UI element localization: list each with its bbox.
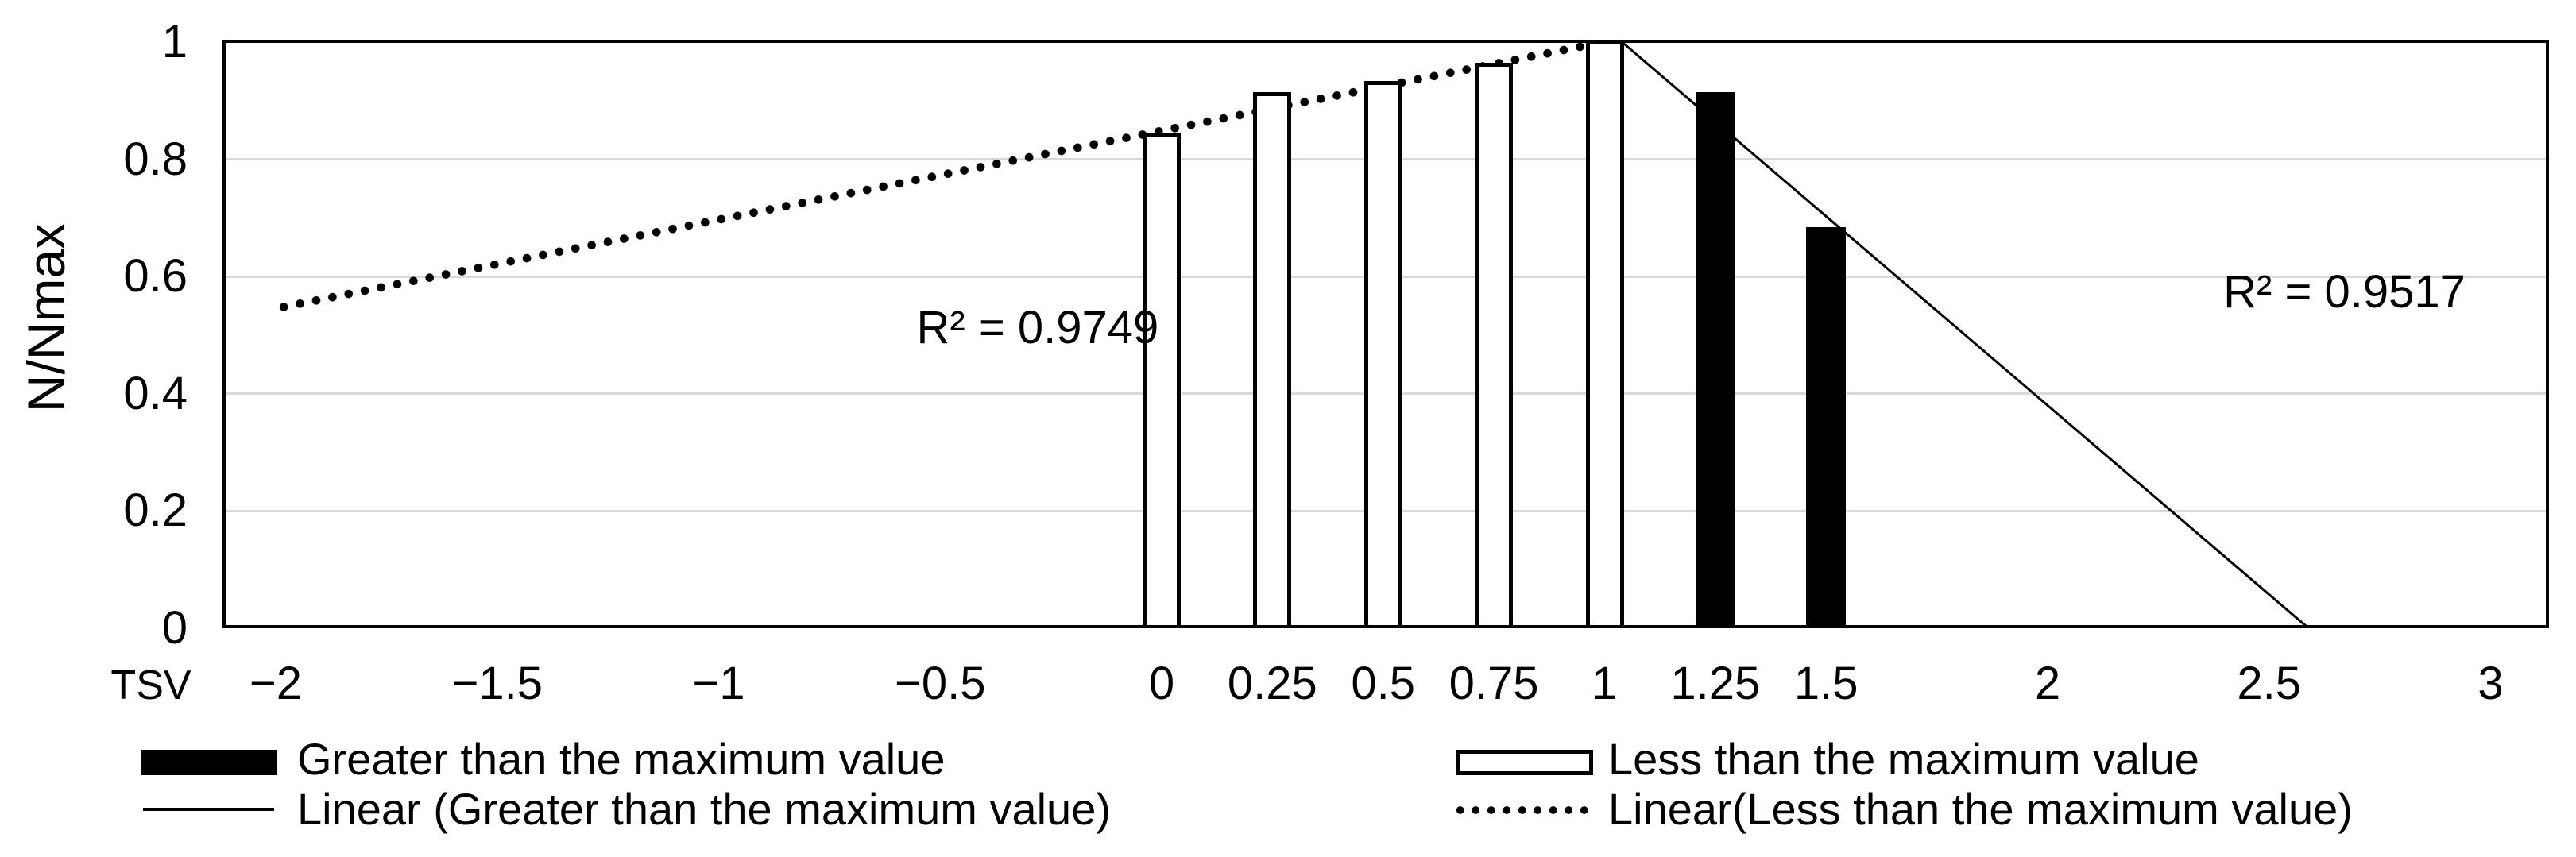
x-tick-label-−0.5: −0.5 <box>895 658 986 709</box>
y-axis-title: N/Nmax <box>17 222 75 413</box>
y-tick-label-0.2: 0.2 <box>123 484 188 537</box>
bar-less-than-0 <box>1143 133 1181 625</box>
x-tick-label-−2: −2 <box>249 658 303 709</box>
x-tick-label-−1: −1 <box>692 658 745 709</box>
y-tick-label-0.8: 0.8 <box>123 133 188 185</box>
plot-area: R² = 0.9749 R² = 0.9517 <box>222 40 2549 628</box>
y-tick-label-0.4: 0.4 <box>123 367 188 419</box>
x-tick-label-3: 3 <box>2477 658 2504 709</box>
legend-label-linear-less-than: Linear(Less than the maximum value) <box>1608 784 2353 834</box>
x-tick-label-2: 2 <box>2034 658 2061 709</box>
bar-less-than-0.5 <box>1363 81 1402 625</box>
trendline-linear-less-than <box>274 43 1606 314</box>
x-tick-label-0.25: 0.25 <box>1227 658 1317 709</box>
annotation-r2-greater-than: R² = 0.9517 <box>2223 266 2466 318</box>
legend-swatch-less-than <box>1456 750 1593 775</box>
legend-label-less-than: Less than the maximum value <box>1608 734 2199 784</box>
y-tick-label-1: 1 <box>161 16 188 68</box>
x-axis-name: TSV <box>110 662 191 708</box>
x-tick-label-1.5: 1.5 <box>1793 658 1859 709</box>
legend-label-linear-greater-than: Linear (Greater than the maximum value) <box>297 784 1111 834</box>
legend-swatch-greater-than <box>141 750 277 775</box>
x-tick-label-−1.5: −1.5 <box>451 658 543 709</box>
x-tick-label-0.5: 0.5 <box>1351 658 1416 709</box>
x-tick-label-2.5: 2.5 <box>2237 658 2302 709</box>
bar-greater-than-1.5 <box>1806 227 1847 625</box>
x-tick-label-1.25: 1.25 <box>1670 658 1761 709</box>
legend-swatch-linear-less-than <box>1452 806 1593 814</box>
x-tick-label-0.75: 0.75 <box>1449 658 1539 709</box>
bar-less-than-1 <box>1585 43 1624 625</box>
x-tick-label-1: 1 <box>1592 658 1618 709</box>
bar-less-than-0.25 <box>1253 92 1292 625</box>
legend-label-greater-than: Greater than the maximum value <box>297 734 946 784</box>
bar-less-than-0.75 <box>1475 63 1514 625</box>
x-tick-label-0: 0 <box>1148 658 1175 709</box>
y-tick-label-0: 0 <box>161 602 188 654</box>
annotation-r2-less-than: R² = 0.9749 <box>916 302 1159 354</box>
bar-greater-than-1.25 <box>1695 92 1735 625</box>
legend-swatch-linear-greater-than <box>143 808 274 811</box>
y-tick-label-0.6: 0.6 <box>123 250 188 303</box>
